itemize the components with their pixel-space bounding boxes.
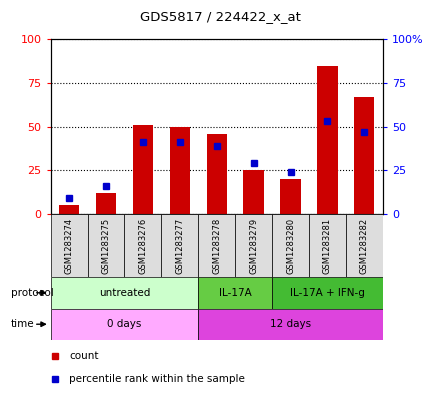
FancyBboxPatch shape xyxy=(235,214,272,277)
Bar xyxy=(280,179,301,214)
Bar xyxy=(96,193,116,214)
Bar xyxy=(133,125,153,214)
FancyBboxPatch shape xyxy=(125,214,161,277)
Text: 12 days: 12 days xyxy=(270,319,311,329)
Bar xyxy=(59,206,79,214)
Text: untreated: untreated xyxy=(99,288,150,298)
FancyBboxPatch shape xyxy=(346,214,383,277)
FancyBboxPatch shape xyxy=(161,214,198,277)
FancyBboxPatch shape xyxy=(51,214,88,277)
Text: 0 days: 0 days xyxy=(107,319,142,329)
Text: GDS5817 / 224422_x_at: GDS5817 / 224422_x_at xyxy=(139,10,301,23)
Text: IL-17A: IL-17A xyxy=(219,288,252,298)
Bar xyxy=(317,66,337,214)
FancyBboxPatch shape xyxy=(309,214,346,277)
FancyBboxPatch shape xyxy=(272,277,383,309)
Text: GSM1283281: GSM1283281 xyxy=(323,218,332,274)
FancyBboxPatch shape xyxy=(198,309,383,340)
Text: GSM1283276: GSM1283276 xyxy=(138,217,147,274)
Text: GSM1283274: GSM1283274 xyxy=(65,218,73,274)
Bar xyxy=(354,97,374,214)
Text: protocol: protocol xyxy=(11,288,54,298)
Text: GSM1283279: GSM1283279 xyxy=(249,218,258,274)
Text: IL-17A + IFN-g: IL-17A + IFN-g xyxy=(290,288,365,298)
Bar xyxy=(170,127,190,214)
Text: GSM1283278: GSM1283278 xyxy=(212,217,221,274)
Text: percentile rank within the sample: percentile rank within the sample xyxy=(69,374,245,384)
Bar xyxy=(206,134,227,214)
Text: count: count xyxy=(69,351,99,361)
Text: GSM1283282: GSM1283282 xyxy=(360,218,369,274)
FancyBboxPatch shape xyxy=(51,309,198,340)
Bar xyxy=(243,171,264,214)
Text: GSM1283275: GSM1283275 xyxy=(102,218,110,274)
FancyBboxPatch shape xyxy=(51,277,198,309)
Text: time: time xyxy=(11,319,35,329)
FancyBboxPatch shape xyxy=(272,214,309,277)
Text: GSM1283280: GSM1283280 xyxy=(286,218,295,274)
FancyBboxPatch shape xyxy=(198,214,235,277)
FancyBboxPatch shape xyxy=(88,214,125,277)
FancyBboxPatch shape xyxy=(198,277,272,309)
Text: GSM1283277: GSM1283277 xyxy=(175,217,184,274)
